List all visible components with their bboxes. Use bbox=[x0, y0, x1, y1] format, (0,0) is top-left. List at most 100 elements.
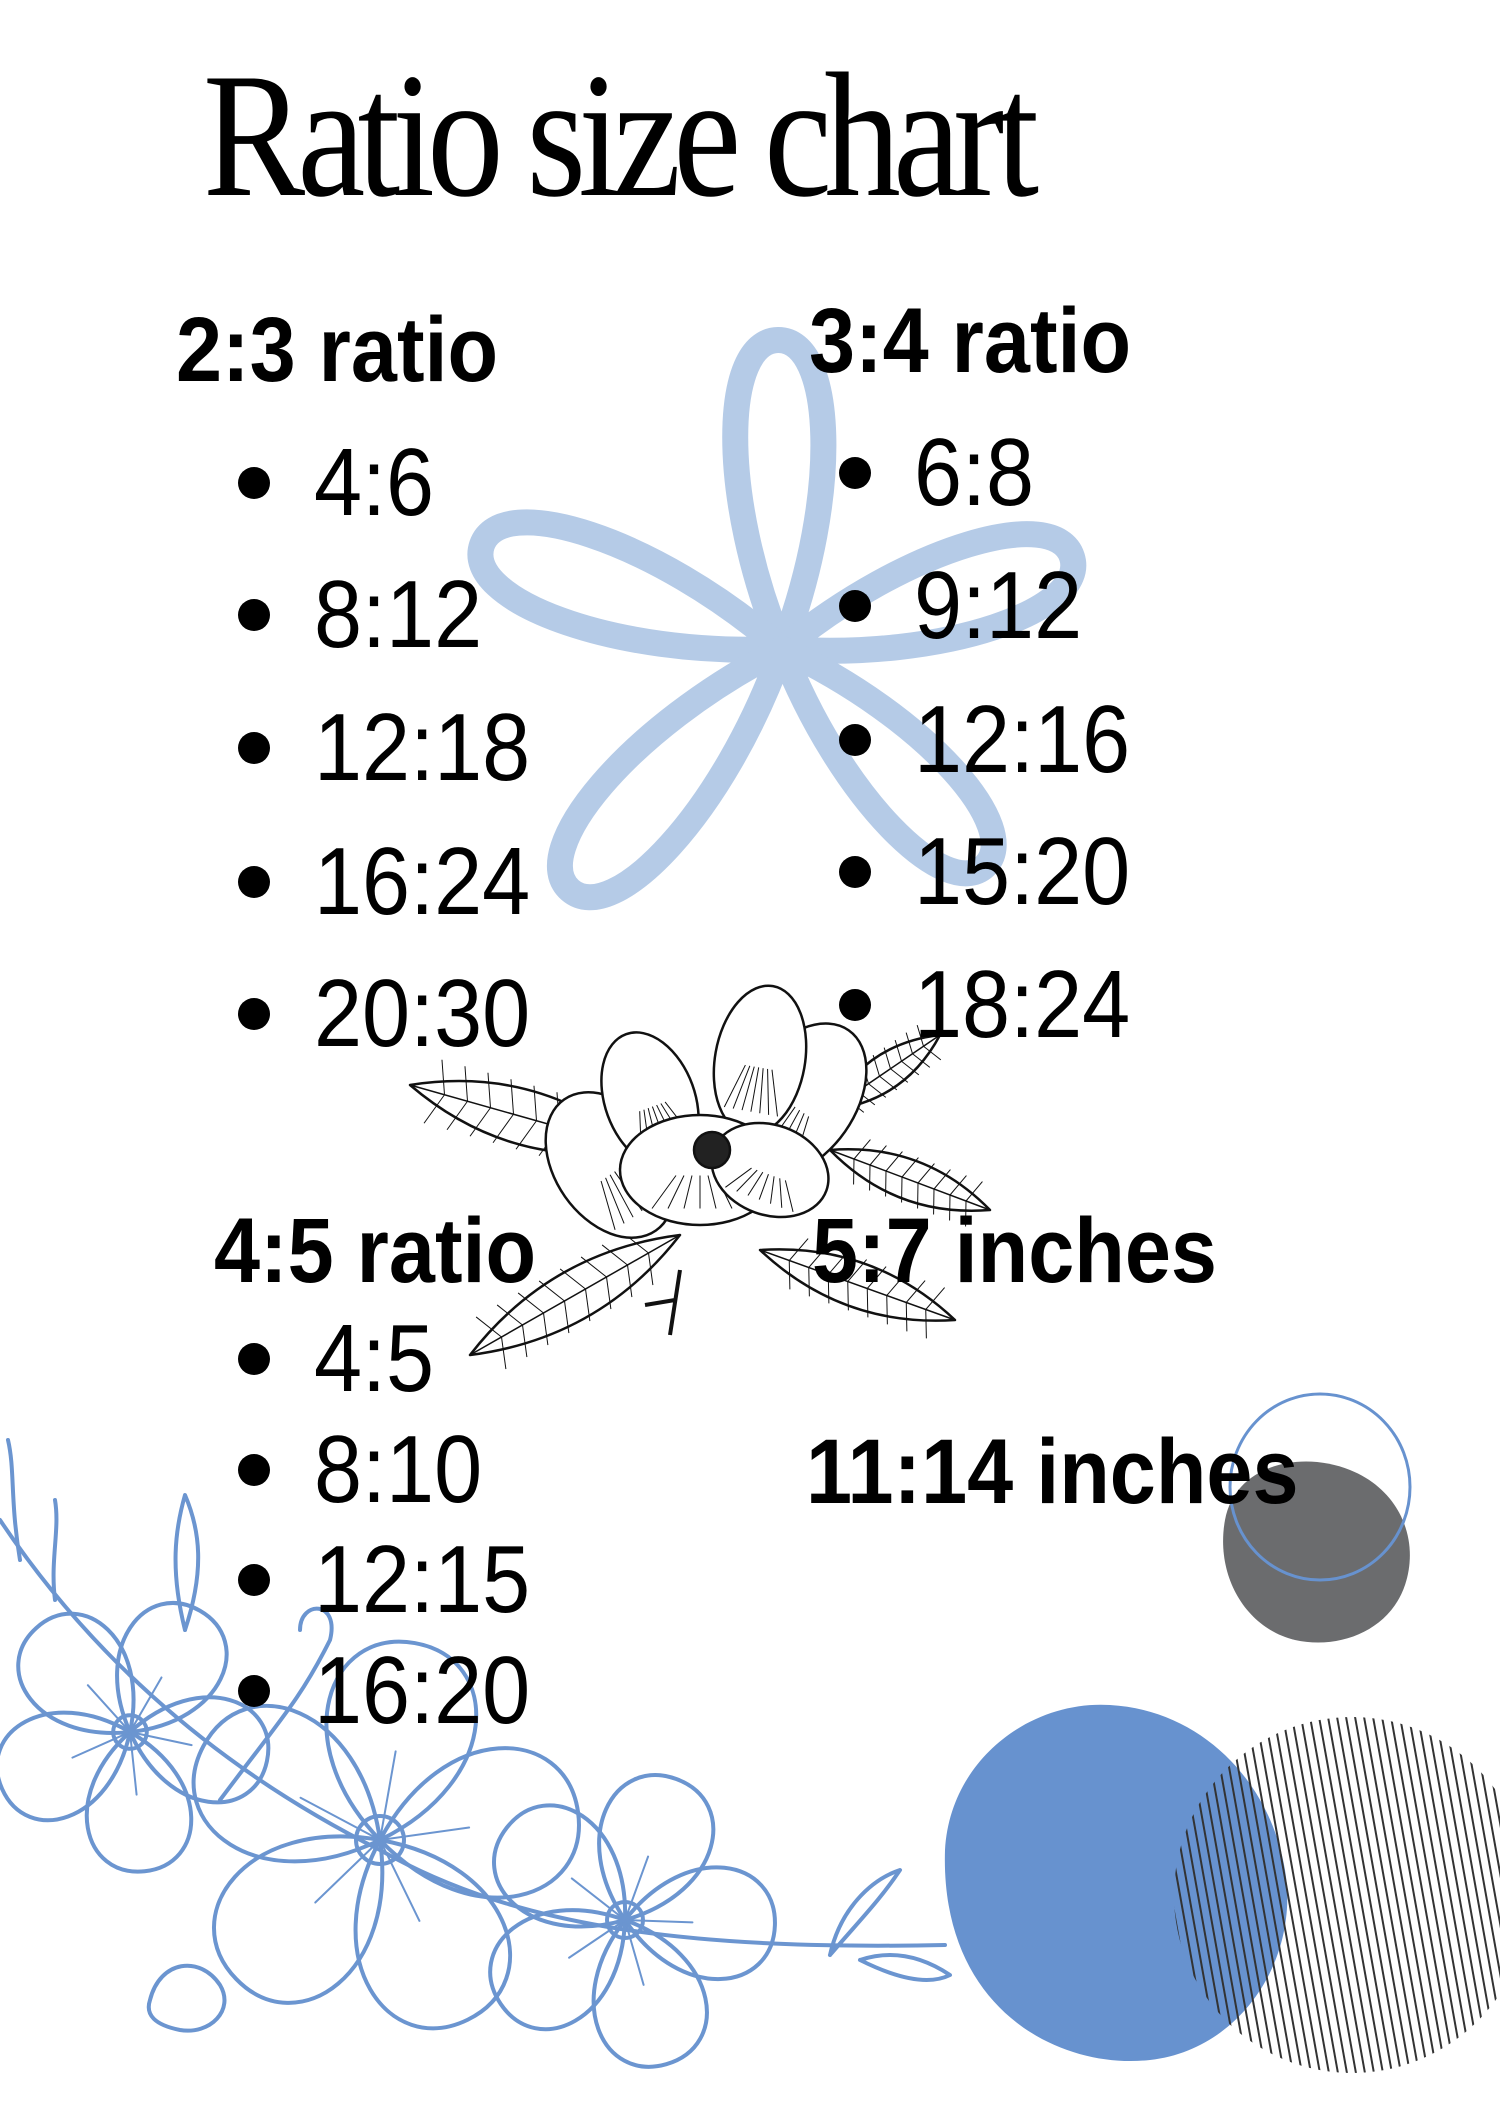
leaf-vein bbox=[869, 1145, 887, 1166]
petal bbox=[0, 1710, 132, 1823]
leaf-vein bbox=[879, 1075, 898, 1091]
list-item: 12:15 bbox=[314, 1526, 531, 1633]
leaf-vein bbox=[827, 1274, 830, 1304]
gray-blob-shape bbox=[1223, 1461, 1410, 1643]
leaf-vein bbox=[510, 1079, 514, 1115]
hatch-line bbox=[1315, 1717, 1387, 2073]
leaf-vein bbox=[627, 1264, 633, 1298]
leaf-vein bbox=[515, 1120, 537, 1150]
stamen bbox=[129, 1731, 138, 1796]
stamen bbox=[624, 1919, 694, 1924]
list-item: 4:6 bbox=[314, 429, 435, 536]
leaf-vein bbox=[564, 1300, 570, 1334]
flower-center bbox=[111, 1713, 149, 1751]
leaf-vein bbox=[847, 1259, 868, 1282]
petal-hatching bbox=[605, 1177, 625, 1224]
stem bbox=[644, 1269, 682, 1336]
leaf-vein bbox=[912, 1053, 931, 1068]
leaf-vein bbox=[585, 1288, 591, 1322]
flower-center bbox=[692, 1130, 732, 1170]
leaf-vein bbox=[829, 1149, 991, 1211]
loop-flower-icon bbox=[467, 326, 1087, 911]
hatch-line bbox=[1414, 1717, 1486, 2073]
hatch-line bbox=[1324, 1717, 1396, 2073]
section-heading: 3:4 ratio bbox=[809, 290, 1132, 392]
hatch-line bbox=[1369, 1717, 1441, 2073]
leaf-vein bbox=[648, 1252, 654, 1286]
petal bbox=[324, 1639, 479, 1842]
list-item: 16:20 bbox=[314, 1637, 531, 1744]
list-item: 16:24 bbox=[314, 828, 531, 935]
petal-loop bbox=[546, 636, 795, 911]
leaf-vein bbox=[949, 1175, 967, 1196]
hatch-line bbox=[1396, 1717, 1468, 2073]
petal-hatching bbox=[759, 1068, 764, 1114]
leaf-vein bbox=[917, 1163, 935, 1184]
leaf-vein bbox=[872, 1055, 880, 1077]
petal bbox=[591, 1918, 709, 2069]
list-item: 8:10 bbox=[314, 1416, 483, 1523]
bullet-icon bbox=[238, 1454, 270, 1486]
petal-hatching bbox=[770, 1176, 775, 1204]
petal-hatching bbox=[683, 1175, 693, 1209]
blue-floral-line-art-icon bbox=[0, 1438, 952, 2069]
leaf-vein bbox=[522, 1324, 528, 1358]
petal-hatching bbox=[609, 1174, 634, 1218]
stamen bbox=[379, 1750, 397, 1841]
leaf-bud bbox=[6, 1438, 334, 1802]
bullet-icon bbox=[839, 856, 871, 888]
list-item: 6:8 bbox=[914, 419, 1035, 526]
leaf-vein bbox=[886, 1295, 888, 1325]
leaf-vein bbox=[916, 1025, 924, 1047]
blue-circle-shape bbox=[944, 1704, 1288, 2062]
bullet-icon bbox=[238, 732, 270, 764]
petal-hatching bbox=[758, 1174, 769, 1200]
hatch-line bbox=[1441, 1717, 1500, 2073]
petal bbox=[128, 1695, 271, 1805]
stamen bbox=[314, 1839, 381, 1904]
leaf-vein bbox=[965, 1181, 983, 1202]
leaf-vein bbox=[886, 1273, 907, 1296]
petal bbox=[212, 1834, 385, 2005]
petal-hatching bbox=[725, 1167, 752, 1188]
bullet-icon bbox=[238, 599, 270, 631]
hatch-line bbox=[1243, 1717, 1315, 2073]
stamen bbox=[129, 1731, 193, 1747]
leaf-vein bbox=[868, 1083, 887, 1098]
hatch-line bbox=[1279, 1717, 1351, 2073]
hatch-line bbox=[1270, 1717, 1342, 2073]
leaf-vein bbox=[925, 1287, 946, 1310]
petal-hatching bbox=[600, 1180, 616, 1230]
petal-hatching bbox=[707, 1175, 717, 1209]
petal bbox=[16, 1611, 136, 1735]
leaf-vein bbox=[492, 1113, 514, 1144]
petal-hatching bbox=[784, 1180, 794, 1213]
leaf-vein bbox=[788, 1260, 791, 1290]
list-item: 18:24 bbox=[914, 951, 1131, 1058]
bullet-icon bbox=[839, 724, 871, 756]
petal bbox=[191, 1704, 382, 1864]
hatch-line bbox=[1495, 1717, 1500, 2073]
petal-hatching bbox=[767, 1068, 770, 1115]
petal-hatching bbox=[771, 1069, 778, 1117]
leaf-vein bbox=[808, 1267, 810, 1297]
petal-loop bbox=[769, 636, 1007, 887]
leaf-vein bbox=[853, 1139, 871, 1160]
hatch-line bbox=[1423, 1717, 1495, 2073]
hatch-line bbox=[1306, 1717, 1378, 2073]
hatch-line bbox=[1225, 1717, 1297, 2073]
list-item: 9:12 bbox=[914, 552, 1083, 659]
stamen bbox=[624, 1919, 645, 1986]
hatch-line bbox=[1387, 1717, 1459, 2073]
leaf-vein bbox=[788, 1238, 809, 1261]
petal bbox=[597, 1773, 716, 1922]
bud bbox=[146, 1963, 227, 2033]
hatch-line bbox=[1360, 1717, 1432, 2073]
leaf-vein bbox=[464, 1066, 468, 1102]
flower-center bbox=[354, 1814, 406, 1866]
leaf-vein bbox=[885, 1151, 903, 1172]
petal-loop bbox=[722, 326, 837, 662]
petal-hatching bbox=[736, 1169, 758, 1192]
leaf-vein bbox=[905, 1302, 908, 1332]
